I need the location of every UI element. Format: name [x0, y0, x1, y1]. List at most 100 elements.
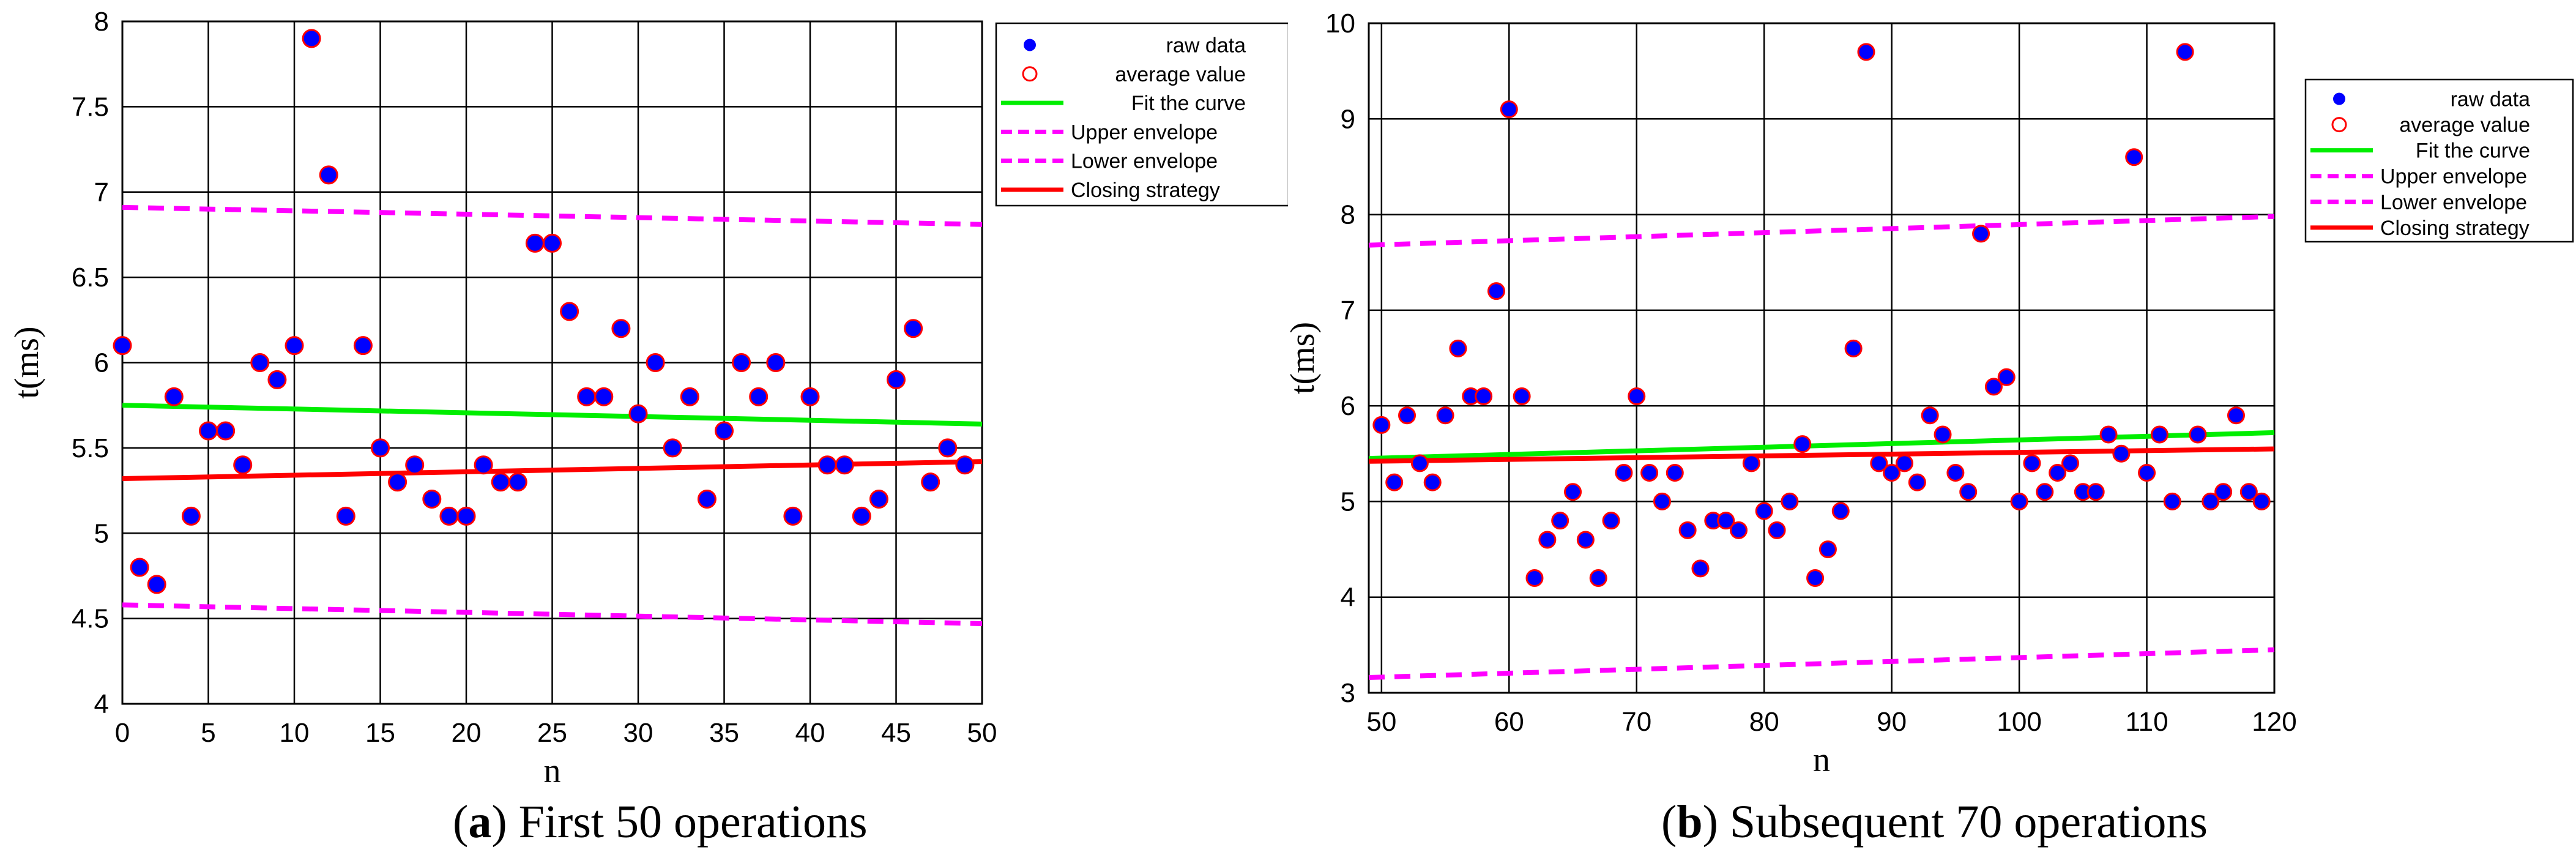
data-point-a [147, 575, 166, 594]
data-point-b [1781, 492, 1799, 510]
data-point-a [267, 370, 287, 389]
x-tick-label-b: 110 [2125, 707, 2168, 737]
legend-symbol-average-a [1022, 66, 1038, 82]
data-point-a [766, 353, 786, 372]
data-point-b [1678, 521, 1697, 539]
x-tick-label-a: 10 [280, 718, 310, 748]
data-point-a [783, 506, 803, 526]
data-point-a [216, 421, 236, 441]
data-point-b [1857, 43, 1875, 61]
x-tick-label-a: 45 [881, 718, 911, 748]
data-point-b [1984, 378, 2003, 396]
y-tick-label-b: 3 [1341, 678, 1355, 708]
data-point-b [1589, 569, 1607, 587]
data-point-b [2214, 483, 2233, 501]
data-point-b [2099, 425, 2118, 444]
data-point-a [955, 455, 975, 475]
data-point-b [2036, 483, 2054, 501]
data-point-b [1398, 406, 1416, 425]
caption-b-text: Subsequent 70 operations [1729, 796, 2208, 848]
legend-symbol-average-b [2331, 117, 2347, 133]
caption-a-letter: a [468, 796, 492, 848]
data-point-a [921, 472, 940, 492]
data-point-a [680, 387, 699, 406]
data-point-b [1525, 569, 1544, 587]
data-point-b [1475, 387, 1493, 406]
data-point-b [1870, 454, 1888, 472]
lower-envelope-line-b [1368, 647, 2275, 680]
data-point-b [1755, 502, 1773, 520]
data-point-a [594, 387, 614, 406]
upper-envelope-line-a [122, 204, 983, 227]
data-point-a [164, 387, 184, 406]
data-point-b [1500, 100, 1518, 119]
data-point-b [2252, 492, 2271, 510]
data-point-b [1934, 425, 1952, 444]
x-tick-label-b: 90 [1877, 707, 1907, 737]
data-point-a [353, 336, 373, 356]
legend-label-b: average value [2399, 114, 2530, 137]
data-point-a [508, 472, 527, 492]
data-point-a [749, 387, 769, 406]
data-point-b [2163, 492, 2181, 510]
legend-box-b [2304, 78, 2574, 243]
data-point-b [2227, 406, 2245, 425]
data-point-a [456, 506, 476, 526]
x-tick-label-a: 5 [201, 718, 215, 748]
data-point-b [1717, 512, 1735, 530]
data-point-b [1410, 454, 1429, 472]
y-tick-label-b: 10 [1325, 9, 1355, 39]
plot-frame-b [1368, 22, 2276, 694]
data-point-b [1831, 502, 1850, 520]
y-tick-label-b: 4 [1341, 583, 1355, 613]
data-point-b [1997, 368, 2016, 386]
x-tick-label-b: 60 [1494, 707, 1524, 737]
data-point-a [181, 506, 201, 526]
data-point-a [646, 353, 665, 372]
legend-label-a: raw data [1166, 34, 1246, 57]
data-point-b [2061, 454, 2079, 472]
legend-label-a: Upper envelope [1071, 121, 1218, 144]
legend-label-a: average value [1115, 63, 1246, 86]
fit-curve-line-a [122, 403, 983, 427]
data-point-b [2125, 148, 2143, 166]
data-point-b [2010, 492, 2028, 510]
x-tick-label-a: 20 [452, 718, 482, 748]
y-tick-label-a: 5.5 [72, 433, 109, 463]
data-point-b [1576, 531, 1595, 549]
legend-label-a: Fit the curve [1131, 92, 1246, 115]
data-point-a [302, 29, 321, 48]
legend-symbol-raw-b [2333, 92, 2345, 105]
upper-envelope-line-b [1368, 214, 2275, 248]
data-point-a [628, 404, 648, 424]
legend-label-a: Lower envelope [1071, 150, 1218, 173]
legend-label-b: Fit the curve [2416, 140, 2530, 163]
x-tick-label-b: 100 [1997, 707, 2041, 737]
y-tick-label-a: 8 [94, 7, 109, 37]
data-point-b [1628, 387, 1646, 406]
x-tick-label-a: 40 [795, 718, 825, 748]
data-point-b [1806, 569, 1825, 587]
x-tick-label-a: 25 [537, 718, 567, 748]
data-point-b [1653, 492, 1671, 510]
y-tick-label-b: 5 [1341, 487, 1355, 517]
y-tick-label-b: 7 [1341, 296, 1355, 326]
x-axis-label-b: n [1813, 741, 1830, 779]
legend-label-a: Closing strategy [1071, 179, 1220, 202]
y-tick-label-a: 6 [94, 348, 109, 378]
x-tick-label-a: 0 [115, 718, 130, 748]
figure-panel-b: 50 60 70 80 90 100 110 120 3 4 5 6 7 8 9 10 n t(ms) raw da… [1288, 0, 2576, 866]
legend-label-b: Upper envelope [2380, 165, 2527, 189]
legend-box-a [995, 22, 1288, 207]
data-point-b [1972, 225, 1990, 243]
data-point-a [439, 506, 459, 526]
data-point-b [2202, 492, 2220, 510]
data-point-b [1487, 282, 1505, 300]
y-tick-label-a: 6.5 [72, 263, 109, 293]
data-point-b [2239, 483, 2258, 501]
data-point-b [1895, 454, 1913, 472]
data-point-a [474, 455, 493, 475]
x-tick-label-b: 120 [2252, 707, 2296, 737]
data-point-b [1742, 454, 1760, 472]
data-point-a [285, 336, 304, 356]
